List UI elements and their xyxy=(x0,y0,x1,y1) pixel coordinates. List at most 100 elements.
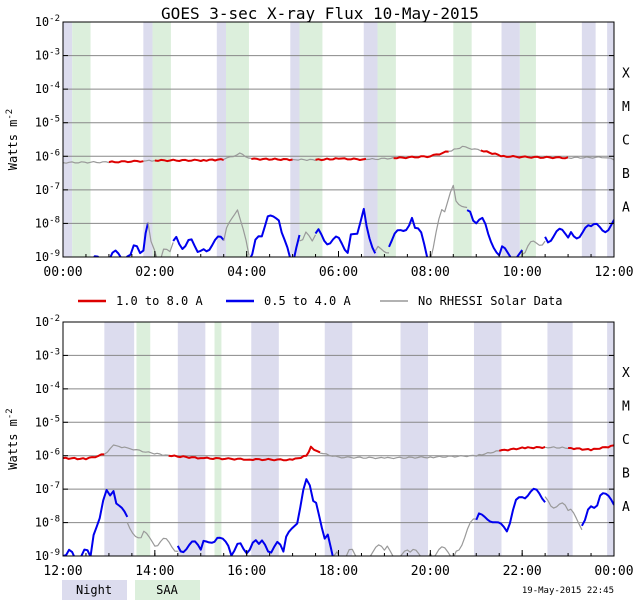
x-tick-label: 00:00 xyxy=(43,265,82,280)
norhessi-segment-long xyxy=(544,446,569,450)
night-band xyxy=(547,322,573,556)
x-tick-label: 20:00 xyxy=(411,564,450,579)
night-band xyxy=(607,22,614,257)
night-band xyxy=(400,322,429,556)
saa-band xyxy=(453,22,472,257)
norhessi-segment-short xyxy=(299,231,317,242)
saa-legend-box xyxy=(135,580,200,600)
norhessi-segment-long xyxy=(143,159,155,162)
bottom-panel: 10-9 10-8 10-7 10-6 10-5 10-4 10-3 10-2 12:00 14… xyxy=(5,314,634,579)
band-legend: Night SAA xyxy=(62,580,200,600)
norhessi-segment-long xyxy=(320,450,500,460)
saa-band xyxy=(214,322,222,556)
x-tick-label: 06:00 xyxy=(319,265,358,280)
flare-class-label: B xyxy=(622,466,630,481)
flare-class-label: C xyxy=(622,433,630,448)
x-tick-label: 02:00 xyxy=(135,265,174,280)
legend-short-label: 0.5 to 4.0 A xyxy=(264,294,351,308)
night-band xyxy=(216,22,227,257)
y-axis-label-exponent: -2 xyxy=(5,408,15,419)
night-legend-box xyxy=(62,580,127,600)
flare-class-label: A xyxy=(622,500,630,515)
top-panel: 10-9 10-8 10-7 10-6 10-5 10-4 10-3 10-2 00:00 02… xyxy=(5,14,634,280)
series-segment-long xyxy=(251,157,293,162)
night-band xyxy=(581,22,596,257)
norhessi-segment-short xyxy=(126,522,178,552)
series-segment-short xyxy=(63,489,129,556)
top-y-tick-labels: 10-9 10-8 10-7 10-6 10-5 10-4 10-3 10-2 xyxy=(35,14,614,264)
norhessi-segment-long xyxy=(448,145,482,152)
y-tick-label: 10-4 xyxy=(35,381,60,396)
x-tick-label: 18:00 xyxy=(319,564,358,579)
norhessi-segment-short xyxy=(223,209,250,256)
y-tick-label: 10-6 xyxy=(35,448,60,463)
norhessi-segment-long xyxy=(365,156,394,161)
y-tick-label: 10-4 xyxy=(35,81,60,96)
night-band xyxy=(290,22,300,257)
norhessi-segment-long xyxy=(567,156,614,161)
y-tick-label: 10-5 xyxy=(35,115,60,130)
night-band xyxy=(63,22,73,257)
norhessi-segment-short xyxy=(544,496,583,531)
top-night-saa-bands xyxy=(63,22,614,257)
series-segment-long xyxy=(568,444,614,452)
x-tick-label: 16:00 xyxy=(227,564,266,579)
norhessi-segment-short xyxy=(147,221,174,257)
norhessi-segment-long xyxy=(223,152,252,161)
flare-class-label: A xyxy=(622,201,630,216)
series-segment-short xyxy=(249,214,301,257)
norhessi-segment-short xyxy=(430,184,468,257)
saa-band xyxy=(377,22,396,257)
y-tick-label: 10-2 xyxy=(35,14,60,29)
flare-class-label: X xyxy=(622,66,630,81)
y-tick-label: 10-3 xyxy=(35,48,60,63)
saa-band xyxy=(226,22,249,257)
bottom-y-tick-labels: 10-9 10-8 10-7 10-6 10-5 10-4 10-3 10-2 xyxy=(35,314,614,563)
chart-title: GOES 3-sec X-ray Flux 10-May-2015 xyxy=(161,4,479,23)
norhessi-segment-long xyxy=(292,158,316,162)
top-y-axis-label-text: Watts m xyxy=(6,120,20,171)
flare-class-label: X xyxy=(622,366,630,381)
saa-legend-label: SAA xyxy=(156,583,178,597)
norhessi-segment-short xyxy=(333,518,477,556)
legend-norhessi-label: No RHESSI Solar Data xyxy=(418,294,563,308)
top-flux-series xyxy=(63,145,614,257)
bottom-y-axis-label-text: Watts m xyxy=(6,419,20,470)
y-tick-label: 10-7 xyxy=(35,182,60,197)
series-segment-short xyxy=(466,209,524,257)
flare-class-label: M xyxy=(622,100,630,115)
series-segment-short xyxy=(544,219,614,244)
series-segment-long xyxy=(63,453,105,461)
norhessi-segment-short xyxy=(521,240,546,255)
bottom-x-tick-labels: 12:00 14:00 16:00 18:00 20:00 22:00 00:00 xyxy=(43,550,634,579)
y-tick-label: 10-6 xyxy=(35,148,60,163)
bottom-gridlines xyxy=(63,354,614,524)
series-segment-long xyxy=(108,159,144,164)
y-tick-label: 10-9 xyxy=(35,249,60,264)
flare-class-label: M xyxy=(622,400,630,415)
night-band xyxy=(501,22,520,257)
night-band xyxy=(363,22,378,257)
top-y-axis-label: Watts m-2 xyxy=(5,109,20,170)
night-legend-label: Night xyxy=(76,583,112,597)
series-segment-short xyxy=(176,478,334,556)
saa-band xyxy=(519,22,536,257)
x-tick-label: 14:00 xyxy=(135,564,174,579)
y-tick-label: 10-7 xyxy=(35,481,60,496)
y-axis-label-exponent: -2 xyxy=(5,109,15,120)
y-tick-label: 10-2 xyxy=(35,314,60,329)
y-tick-label: 10-8 xyxy=(35,515,60,530)
bottom-night-saa-bands xyxy=(104,322,614,556)
x-tick-label: 04:00 xyxy=(227,265,266,280)
series-segment-long xyxy=(393,150,449,160)
series-segment-short xyxy=(172,235,225,253)
series-segment-long xyxy=(480,149,569,160)
series-segment-long xyxy=(154,158,225,163)
y-tick-label: 10-3 xyxy=(35,347,60,362)
y-tick-label: 10-9 xyxy=(35,548,60,563)
night-band xyxy=(324,322,353,556)
y-tick-label: 10-5 xyxy=(35,414,60,429)
norhessi-segment-long xyxy=(63,161,110,164)
x-tick-label: 10:00 xyxy=(503,265,542,280)
bottom-flare-class-labels: A B C M X xyxy=(622,366,630,515)
